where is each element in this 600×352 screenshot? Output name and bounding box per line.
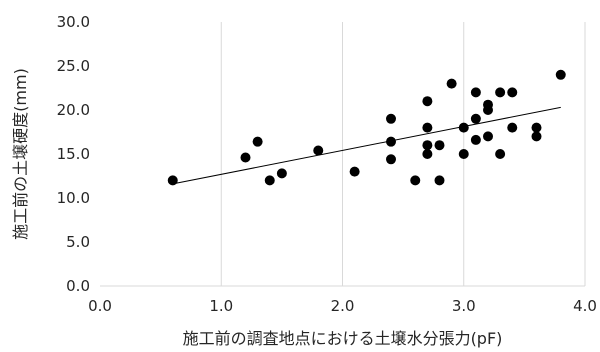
x-tick-label: 2.0 bbox=[331, 297, 355, 315]
x-tick-label: 0.0 bbox=[88, 297, 112, 315]
data-point bbox=[507, 87, 518, 98]
data-point bbox=[483, 131, 493, 142]
data-point bbox=[276, 168, 287, 179]
data-point bbox=[507, 122, 518, 133]
x-tick-label: 3.0 bbox=[452, 297, 476, 315]
x-tick-label: 1.0 bbox=[209, 297, 233, 315]
y-tick-label: 25.0 bbox=[57, 57, 90, 75]
data-point bbox=[458, 149, 469, 159]
data-point bbox=[410, 175, 421, 186]
data-point bbox=[555, 69, 566, 80]
y-axis-title: 施工前の土壌硬度(mm) bbox=[11, 68, 30, 240]
trendline bbox=[172, 106, 561, 185]
data-points bbox=[167, 69, 566, 186]
y-tick-label: 15.0 bbox=[57, 145, 90, 163]
data-point bbox=[349, 166, 360, 177]
trendline-group bbox=[172, 106, 561, 185]
data-point bbox=[264, 175, 275, 186]
x-tick-label: 4.0 bbox=[573, 297, 597, 315]
data-point bbox=[495, 149, 506, 159]
data-point bbox=[446, 78, 457, 89]
y-tick-label: 5.0 bbox=[66, 233, 90, 251]
data-point bbox=[434, 140, 445, 151]
data-point bbox=[470, 134, 481, 145]
data-point bbox=[422, 149, 433, 159]
data-point bbox=[386, 113, 396, 124]
y-tick-label: 0.0 bbox=[66, 277, 90, 295]
x-axis-tick-labels: 0.0 1.0 2.0 3.0 4.0 bbox=[88, 297, 597, 315]
y-tick-label: 20.0 bbox=[57, 101, 90, 119]
y-tick-label: 10.0 bbox=[57, 189, 90, 207]
data-point bbox=[167, 175, 178, 186]
data-point bbox=[495, 87, 506, 98]
y-axis-tick-labels: 0.0 5.0 10.0 15.0 20.0 25.0 30.0 bbox=[57, 13, 90, 295]
data-point bbox=[240, 152, 251, 163]
data-point bbox=[313, 145, 324, 156]
data-point bbox=[434, 175, 445, 186]
data-point bbox=[386, 154, 396, 165]
data-point bbox=[531, 131, 542, 142]
data-point bbox=[531, 122, 542, 133]
data-point bbox=[252, 136, 263, 147]
y-tick-label: 30.0 bbox=[57, 13, 90, 31]
data-point bbox=[422, 140, 433, 151]
data-point bbox=[483, 105, 493, 115]
data-point bbox=[470, 113, 481, 124]
data-point bbox=[386, 136, 396, 147]
x-axis-title: 施工前の調査地点における土壌水分張力(pF) bbox=[183, 329, 503, 348]
data-point bbox=[422, 122, 433, 133]
data-point bbox=[458, 122, 469, 133]
data-point bbox=[470, 87, 481, 98]
data-point bbox=[422, 96, 433, 107]
